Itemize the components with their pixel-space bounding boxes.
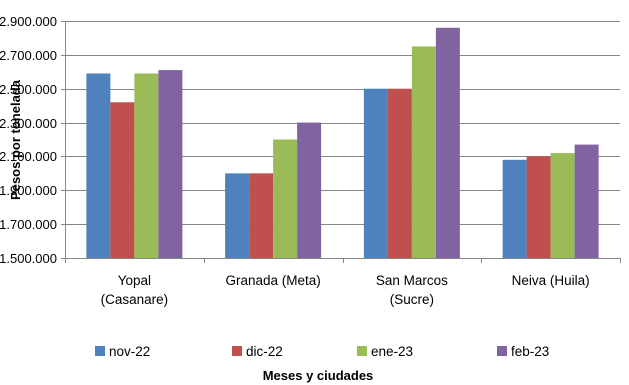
- x-axis-title: Meses y ciudades: [263, 368, 374, 383]
- x-category-label: San Marcos (Sucre): [376, 273, 448, 307]
- x-category-label: Yopal (Casanare): [101, 273, 169, 307]
- legend: nov-22 dic-22 ene-23 feb-23: [95, 344, 549, 359]
- x-category-labels: Yopal (Casanare) Granada (Meta) San Marcos(…: [101, 273, 590, 307]
- y-tick-label: 2.100.000: [0, 149, 57, 164]
- x-category-label: Neiva (Huila): [512, 273, 590, 288]
- y-tick-label: 1.900.000: [0, 183, 57, 198]
- legend-label: dic-22: [246, 344, 283, 359]
- bar-dic-22: [249, 173, 274, 258]
- legend-label: nov-22: [109, 344, 150, 359]
- bar-dic-22: [387, 88, 412, 258]
- y-tick-label: 2.500.000: [0, 82, 57, 97]
- bar-feb-23: [574, 144, 599, 258]
- bar-ene-23: [134, 73, 159, 258]
- axes: [65, 21, 621, 263]
- bar-ene-23: [411, 46, 436, 259]
- bar-feb-23: [297, 122, 322, 258]
- y-tick-label: 1.700.000: [0, 217, 57, 232]
- bar-nov-22: [225, 173, 250, 258]
- bar-dic-22: [526, 156, 551, 258]
- bar-nov-22: [86, 73, 111, 258]
- bar-ene-23: [550, 153, 575, 258]
- x-category-label: Granada (Meta): [225, 273, 320, 288]
- bar-dic-22: [110, 102, 135, 258]
- y-tick-label: 1.500.000: [0, 251, 57, 266]
- legend-label: ene-23: [371, 344, 413, 359]
- legend-swatch: [232, 346, 242, 356]
- bar-nov-22: [363, 88, 388, 258]
- y-tick-label: 2.900.000: [0, 14, 57, 29]
- legend-label: feb-23: [511, 344, 549, 359]
- y-tick-label: 2.300.000: [0, 116, 57, 131]
- bars: [86, 27, 599, 259]
- bar-feb-23: [158, 70, 183, 258]
- legend-swatch: [497, 346, 507, 356]
- legend-swatch: [95, 346, 105, 356]
- bar-nov-22: [502, 159, 527, 258]
- bar-ene-23: [273, 139, 298, 258]
- legend-swatch: [357, 346, 367, 356]
- bar-feb-23: [435, 27, 460, 259]
- y-tick-label: 2.700.000: [0, 48, 57, 63]
- y-tick-labels: 1.500.000 1.700.000 1.900.000 2.100.000 2.30…: [0, 14, 57, 266]
- y-axis-title: Pesos por tonelada: [8, 79, 23, 200]
